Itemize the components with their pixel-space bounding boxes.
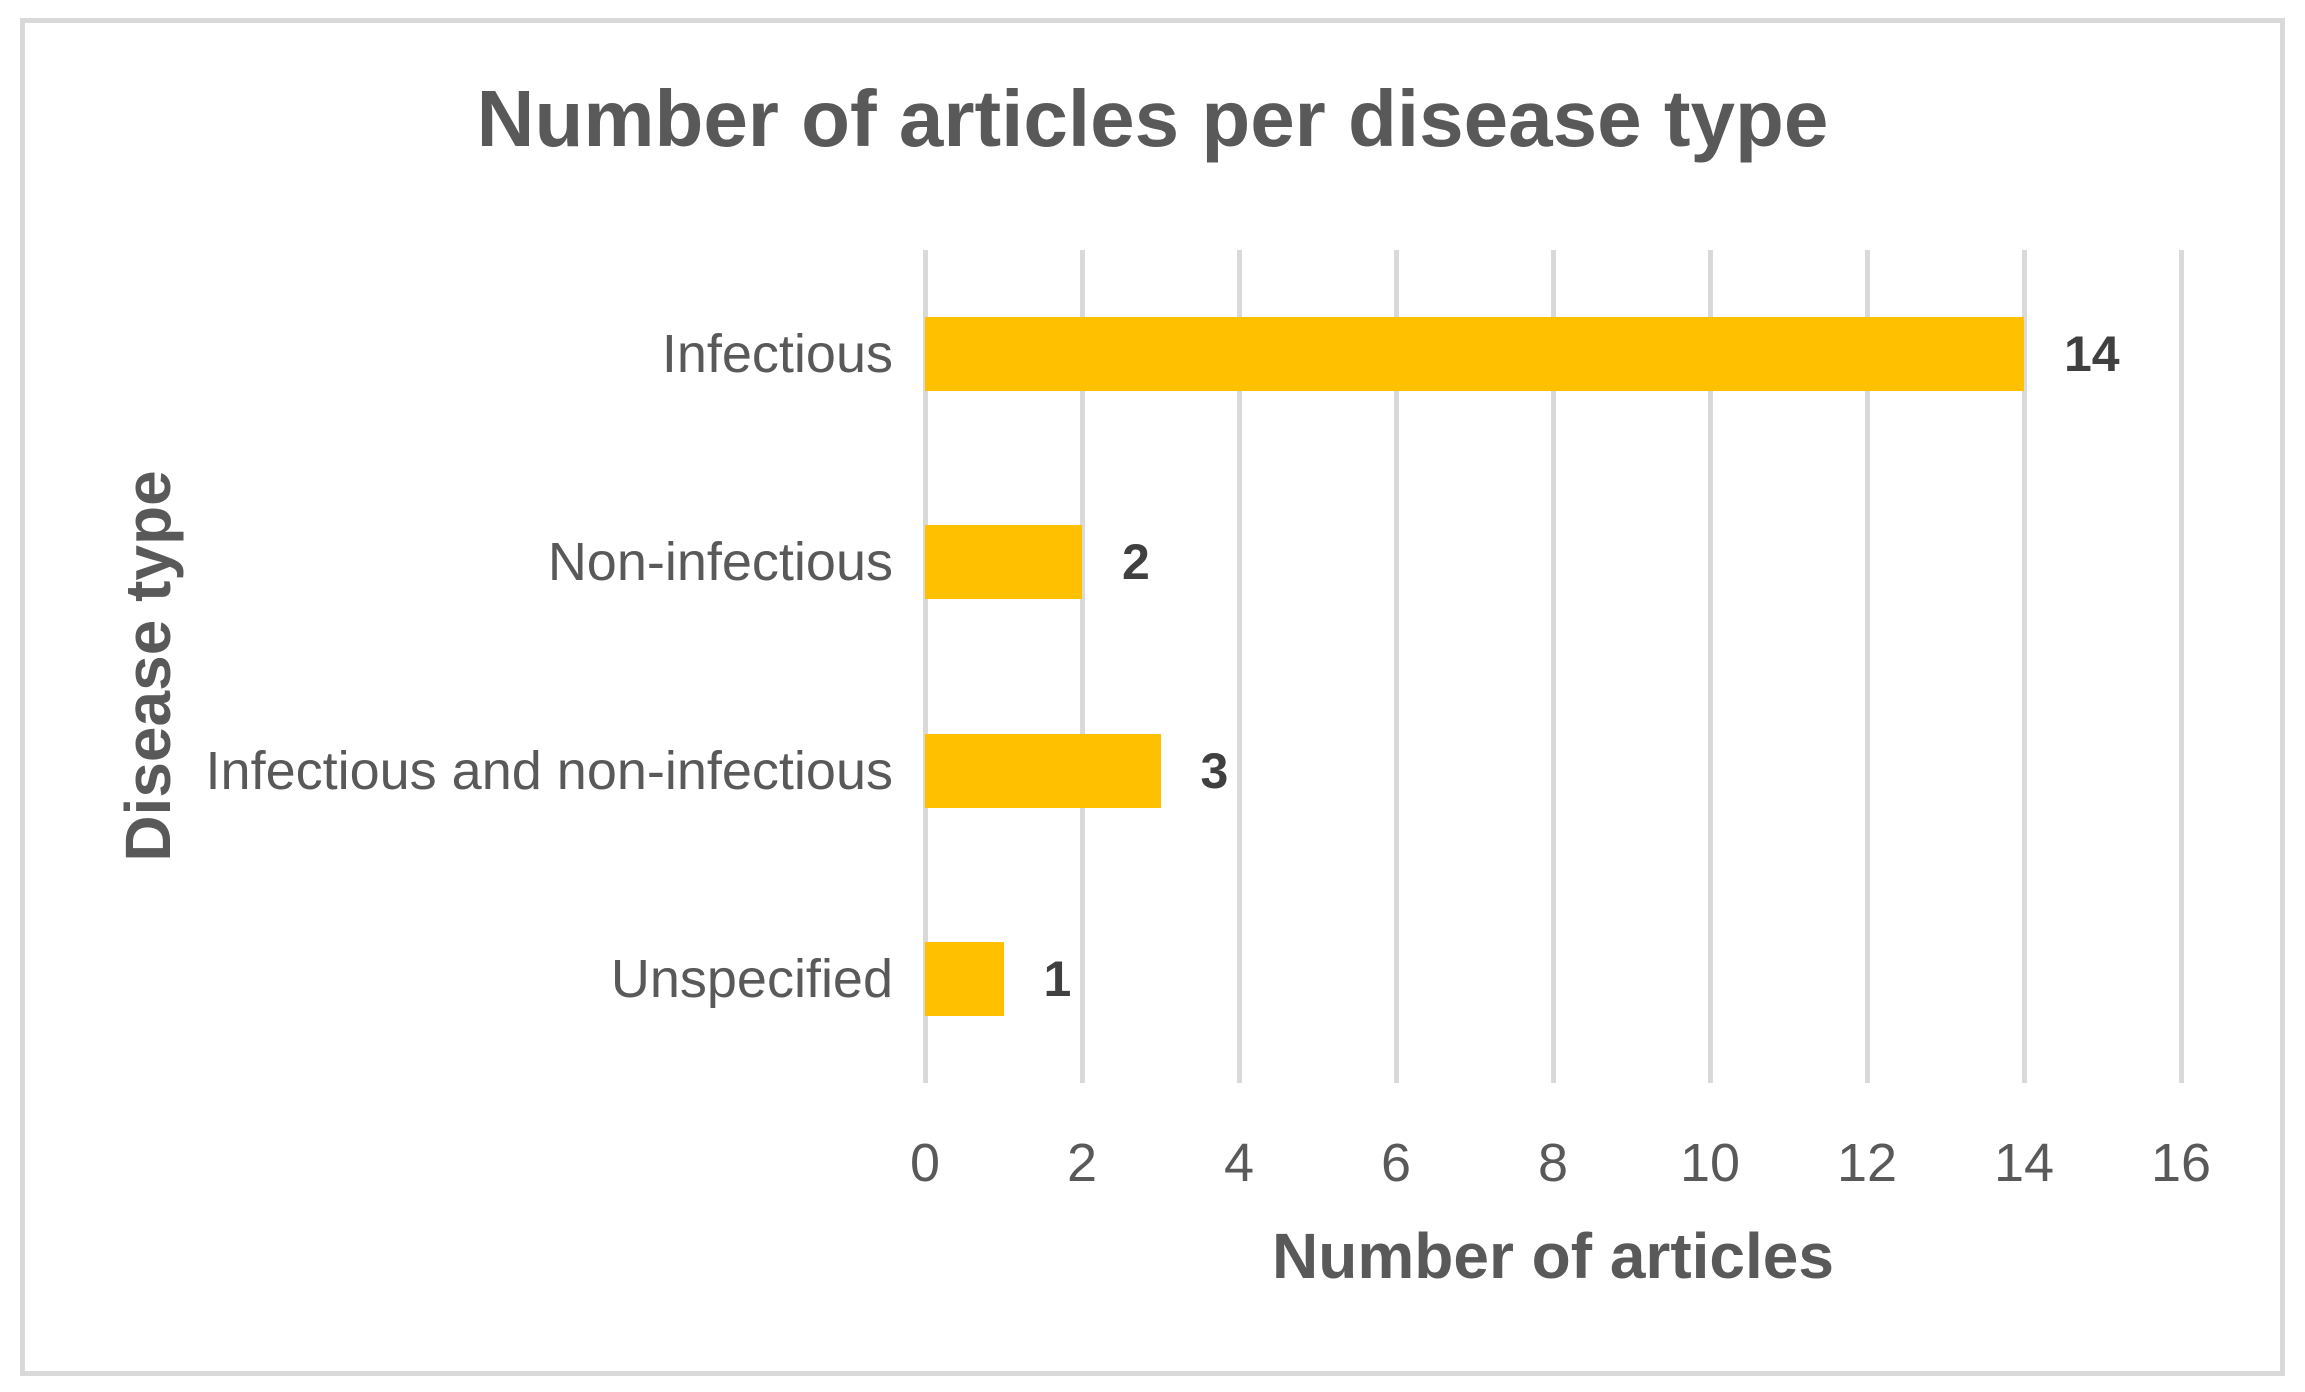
gridline [2022, 250, 2027, 1083]
gridline [923, 250, 928, 1083]
plot-area: 14 2 3 1 [923, 250, 2184, 1083]
category-axis: Infectious Non-infectious Infectious and n… [25, 250, 893, 1083]
gridline [1237, 250, 1242, 1083]
bar [925, 941, 1004, 1016]
gridline [1394, 250, 1399, 1083]
x-axis-tick-label: 10 [1679, 1133, 1741, 1193]
x-axis-tick-labels: 0 2 4 6 8 10 12 14 16 [910, 1131, 2211, 1201]
x-axis-tick-label: 12 [1836, 1133, 1898, 1193]
data-label: 2 [1122, 534, 1150, 591]
bar [925, 525, 1082, 600]
gridline [1551, 250, 1556, 1083]
x-axis-tick-label: 16 [2150, 1133, 2212, 1193]
chart-frame: Number of articles per disease type Dise… [20, 18, 2285, 1376]
gridline [1865, 250, 1870, 1083]
category-label: Infectious and non-infectious [205, 740, 893, 801]
x-axis-tick-label: 2 [1066, 1133, 1098, 1193]
x-axis-tick-label: 8 [1537, 1133, 1569, 1193]
chart-title: Number of articles per disease type [476, 74, 1829, 163]
x-axis-title: Number of articles [1272, 1220, 1834, 1292]
x-axis-tick-label: 6 [1380, 1133, 1412, 1193]
x-axis-tick-label: 4 [1223, 1133, 1255, 1193]
category-label: Infectious [661, 324, 893, 385]
gridline [1080, 250, 1085, 1083]
bar [925, 317, 2024, 392]
bar [925, 733, 1161, 808]
gridline [2179, 250, 2184, 1083]
category-label: Unspecified [610, 948, 893, 1009]
gridline [1708, 250, 1713, 1083]
x-axis-tick-label: 14 [1993, 1133, 2055, 1193]
category-label: Non-infectious [547, 532, 893, 593]
data-label: 14 [2064, 326, 2120, 383]
data-label: 1 [1043, 950, 1072, 1007]
x-axis-tick-label: 0 [909, 1133, 941, 1193]
data-label: 3 [1200, 742, 1229, 799]
